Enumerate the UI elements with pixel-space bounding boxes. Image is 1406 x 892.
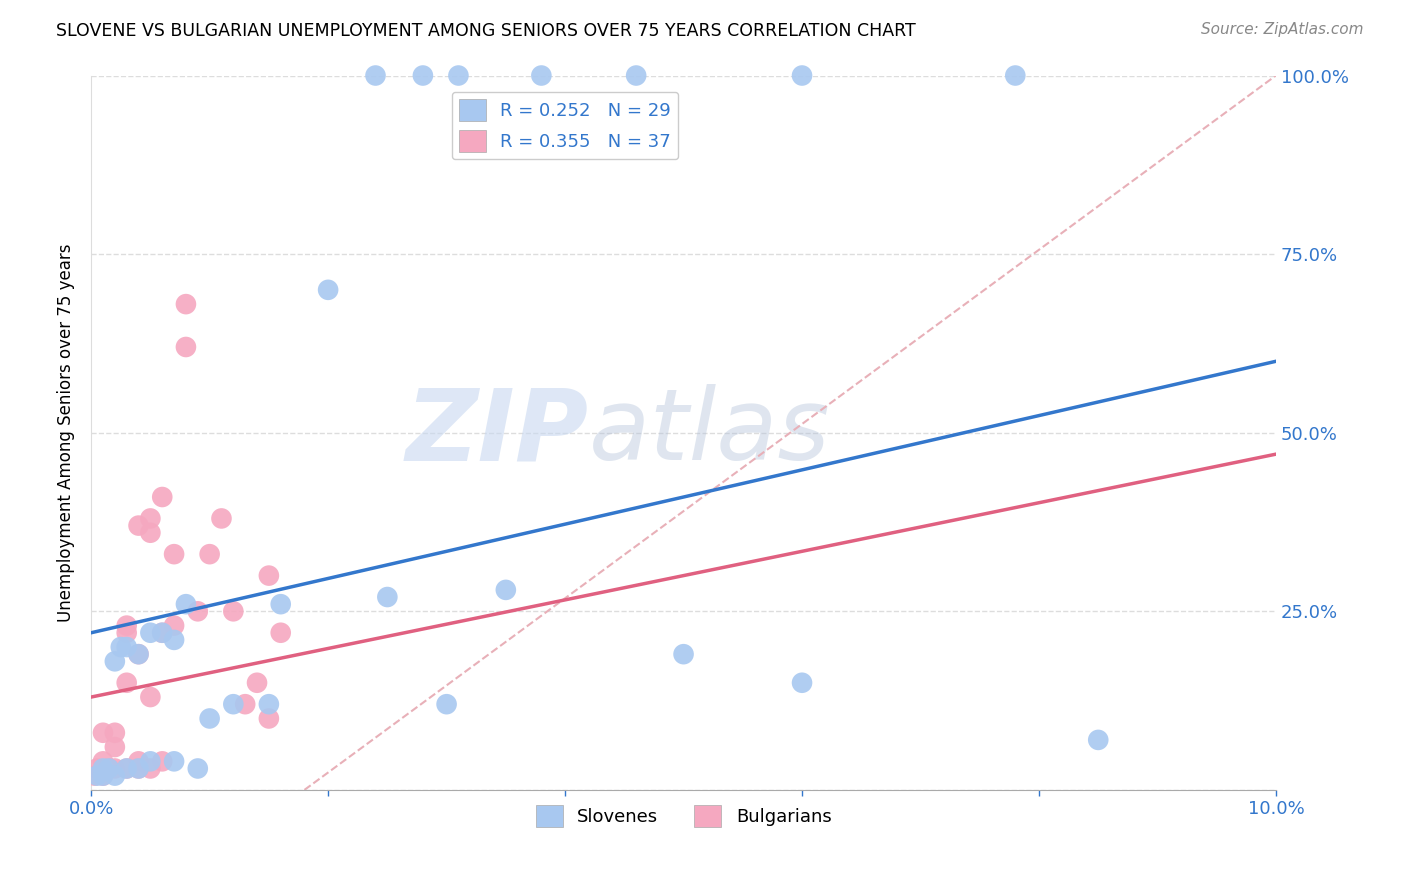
Point bbox=[174, 340, 197, 354]
Point bbox=[139, 625, 162, 640]
Point bbox=[174, 597, 197, 611]
Point bbox=[104, 762, 127, 776]
Point bbox=[364, 69, 387, 83]
Point bbox=[139, 690, 162, 704]
Point bbox=[163, 547, 186, 561]
Point bbox=[174, 297, 197, 311]
Point bbox=[104, 740, 127, 755]
Point bbox=[377, 590, 399, 604]
Point bbox=[187, 604, 209, 618]
Point bbox=[150, 625, 173, 640]
Point bbox=[115, 618, 138, 632]
Point bbox=[86, 769, 108, 783]
Point bbox=[222, 604, 245, 618]
Point bbox=[163, 632, 186, 647]
Point bbox=[91, 755, 114, 769]
Point bbox=[83, 769, 105, 783]
Point bbox=[222, 697, 245, 711]
Point bbox=[104, 769, 127, 783]
Point bbox=[128, 518, 150, 533]
Point bbox=[115, 625, 138, 640]
Point bbox=[495, 582, 517, 597]
Point bbox=[187, 762, 209, 776]
Point bbox=[115, 762, 138, 776]
Point bbox=[115, 640, 138, 654]
Point bbox=[128, 762, 150, 776]
Point bbox=[139, 762, 162, 776]
Text: SLOVENE VS BULGARIAN UNEMPLOYMENT AMONG SENIORS OVER 75 YEARS CORRELATION CHART: SLOVENE VS BULGARIAN UNEMPLOYMENT AMONG … bbox=[56, 22, 915, 40]
Point bbox=[110, 640, 132, 654]
Point bbox=[233, 697, 256, 711]
Point bbox=[163, 755, 186, 769]
Point bbox=[211, 511, 233, 525]
Point bbox=[257, 711, 280, 725]
Text: atlas: atlas bbox=[589, 384, 831, 481]
Point bbox=[246, 675, 269, 690]
Point bbox=[150, 755, 173, 769]
Point bbox=[91, 762, 114, 776]
Point bbox=[790, 69, 813, 83]
Point bbox=[150, 625, 173, 640]
Point bbox=[436, 697, 458, 711]
Point bbox=[412, 69, 434, 83]
Point bbox=[790, 675, 813, 690]
Point bbox=[316, 283, 339, 297]
Point bbox=[530, 69, 553, 83]
Point bbox=[1004, 69, 1026, 83]
Point bbox=[139, 511, 162, 525]
Y-axis label: Unemployment Among Seniors over 75 years: Unemployment Among Seniors over 75 years bbox=[58, 244, 75, 622]
Point bbox=[86, 762, 108, 776]
Point bbox=[91, 725, 114, 739]
Point bbox=[139, 755, 162, 769]
Point bbox=[1087, 732, 1109, 747]
Legend: Slovenes, Bulgarians: Slovenes, Bulgarians bbox=[529, 798, 839, 835]
Point bbox=[104, 654, 127, 668]
Point bbox=[257, 568, 280, 582]
Point bbox=[128, 755, 150, 769]
Point bbox=[257, 697, 280, 711]
Text: Source: ZipAtlas.com: Source: ZipAtlas.com bbox=[1201, 22, 1364, 37]
Point bbox=[115, 675, 138, 690]
Point bbox=[270, 597, 292, 611]
Point bbox=[198, 711, 221, 725]
Point bbox=[150, 490, 173, 504]
Point bbox=[128, 762, 150, 776]
Point bbox=[447, 69, 470, 83]
Point bbox=[97, 762, 120, 776]
Point bbox=[128, 647, 150, 661]
Point bbox=[198, 547, 221, 561]
Point bbox=[163, 618, 186, 632]
Point bbox=[624, 69, 647, 83]
Point bbox=[672, 647, 695, 661]
Point bbox=[97, 762, 120, 776]
Point bbox=[115, 762, 138, 776]
Point bbox=[139, 525, 162, 540]
Point bbox=[91, 769, 114, 783]
Point bbox=[270, 625, 292, 640]
Point bbox=[128, 647, 150, 661]
Point bbox=[104, 725, 127, 739]
Text: ZIP: ZIP bbox=[406, 384, 589, 481]
Point bbox=[91, 769, 114, 783]
